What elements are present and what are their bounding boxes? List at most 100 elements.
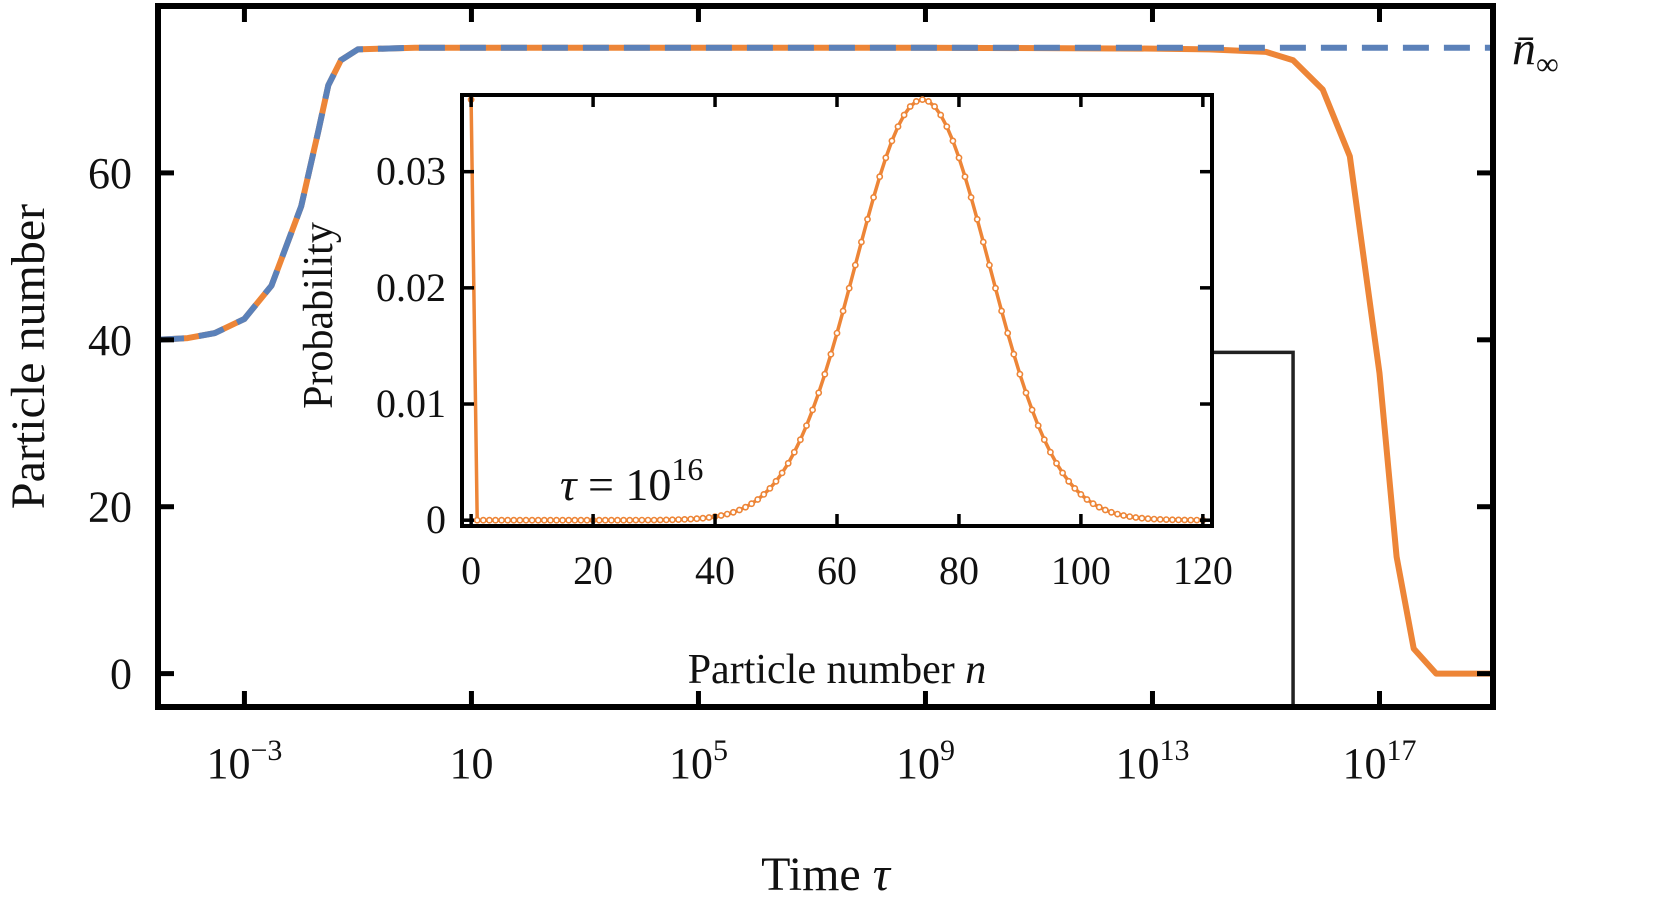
inset-data-point (1059, 469, 1066, 477)
inset-data-point (1071, 484, 1079, 492)
tau-annotation: τ = 1016 (560, 451, 703, 510)
inset-data-point (833, 329, 841, 337)
y-axis-label: Particle number (2, 204, 55, 509)
inset-data-point (748, 500, 755, 508)
inset-data-point (498, 516, 505, 524)
inset-plot-frame (460, 93, 1214, 528)
inset-data-point (900, 111, 908, 119)
inset-data-point (510, 516, 518, 524)
inset-data-point (1047, 448, 1054, 456)
inset-data-point (1034, 422, 1042, 429)
inset-data-point (894, 123, 902, 130)
inset-data-point (547, 516, 554, 524)
inset-data-point (882, 154, 890, 162)
inset-data-point (937, 111, 945, 119)
inset-data-point (1187, 516, 1195, 524)
inset-data-point (790, 448, 798, 456)
inset-data-point (815, 389, 823, 397)
inset-data-point (827, 350, 835, 358)
inset-data-point (961, 173, 969, 181)
inset-data-point (1144, 515, 1152, 523)
inset-data-point (644, 516, 652, 524)
inset-data-point (876, 173, 884, 181)
inset-x-axis-label: Particle number n (688, 647, 987, 693)
inset-data-point (760, 490, 768, 498)
inset-data-point (528, 516, 536, 524)
inset-data-point (906, 103, 914, 110)
inset-data-point (516, 516, 524, 524)
inset-data-point (1095, 503, 1103, 511)
inset-data-point (821, 370, 829, 378)
inset-data-point (522, 516, 530, 524)
inset-data-point (729, 508, 737, 516)
inset-data-point (620, 516, 627, 524)
inset-data-point (851, 261, 859, 269)
inset-data-point (736, 506, 743, 514)
inset-data-point (912, 98, 920, 105)
inset-data-point (1162, 516, 1170, 523)
inset-y-tick-label: 0 (426, 497, 446, 542)
inset-data-point (967, 193, 975, 201)
inset-data-point (717, 512, 725, 519)
x-axis-label: Time τ (761, 848, 892, 901)
inset-data-point (986, 261, 993, 269)
inset-data-point (809, 406, 816, 414)
inset-data-point (1169, 516, 1176, 524)
inset-data-point (1108, 508, 1115, 516)
inset-data-point (626, 516, 634, 524)
inset-data-point (485, 516, 493, 524)
x-tick-label: 10−3 (206, 734, 282, 788)
inset-data-point (839, 307, 847, 315)
inset-chart: 0 0.01 0.02 0.03 0 20 40 60 80 100 120 Particle num… (296, 93, 1233, 693)
inset-x-tick-label: 60 (817, 548, 857, 593)
inset-data-point (1175, 516, 1182, 524)
inset-data-point (931, 103, 938, 110)
inset-x-tick-label: 40 (695, 548, 735, 593)
inset-data-point (1193, 516, 1201, 524)
inset-data-point (583, 516, 591, 524)
inset-data-point (955, 154, 963, 162)
inset-data-point (864, 215, 871, 223)
inset-x-tick-label: 20 (573, 548, 613, 593)
inset-data-point (662, 516, 670, 524)
inset-data-point (669, 516, 676, 524)
inset-data-point (1065, 477, 1073, 485)
inset-data-point (1004, 329, 1012, 337)
inset-y-tick-label: 0.02 (376, 265, 446, 310)
inset-data-point (1083, 496, 1091, 503)
inset-data-point (614, 516, 621, 524)
inset-x-tick-label: 100 (1051, 548, 1111, 593)
inset-data-point (754, 496, 762, 503)
inset-data-point (638, 516, 646, 524)
inset-data-point (699, 514, 707, 522)
inset-data-point (1181, 516, 1188, 524)
inset-data-point (772, 477, 780, 485)
inset-data-point (1089, 500, 1097, 508)
y-tick-label: 40 (88, 316, 132, 365)
inset-data-point (1028, 406, 1036, 414)
inset-x-tick-label: 80 (939, 548, 979, 593)
inset-data-point (693, 515, 701, 523)
inset-data-point (650, 516, 658, 524)
inset-data-point (858, 238, 865, 246)
inset-data-point (888, 137, 896, 145)
inset-data-point (473, 516, 481, 524)
inset-data-point (992, 284, 999, 292)
inset-x-tick-label: 120 (1173, 548, 1233, 593)
inset-data-point (595, 516, 603, 524)
inset-data-point (1150, 515, 1158, 523)
x-tick-label: 10 (449, 739, 493, 788)
inset-data-point (559, 516, 566, 524)
x-tick-label: 105 (669, 734, 728, 788)
inset-data-point (943, 123, 951, 130)
inset-data-point (1077, 490, 1085, 498)
inset-data-point (1120, 512, 1127, 519)
inset-data-point (571, 516, 579, 524)
y-tick-label: 0 (110, 650, 132, 699)
inset-data-point (534, 516, 542, 524)
inset-data-point (870, 193, 877, 201)
inset-data-point (925, 98, 932, 105)
inset-data-point (803, 422, 810, 429)
inset-data-point (553, 516, 560, 524)
